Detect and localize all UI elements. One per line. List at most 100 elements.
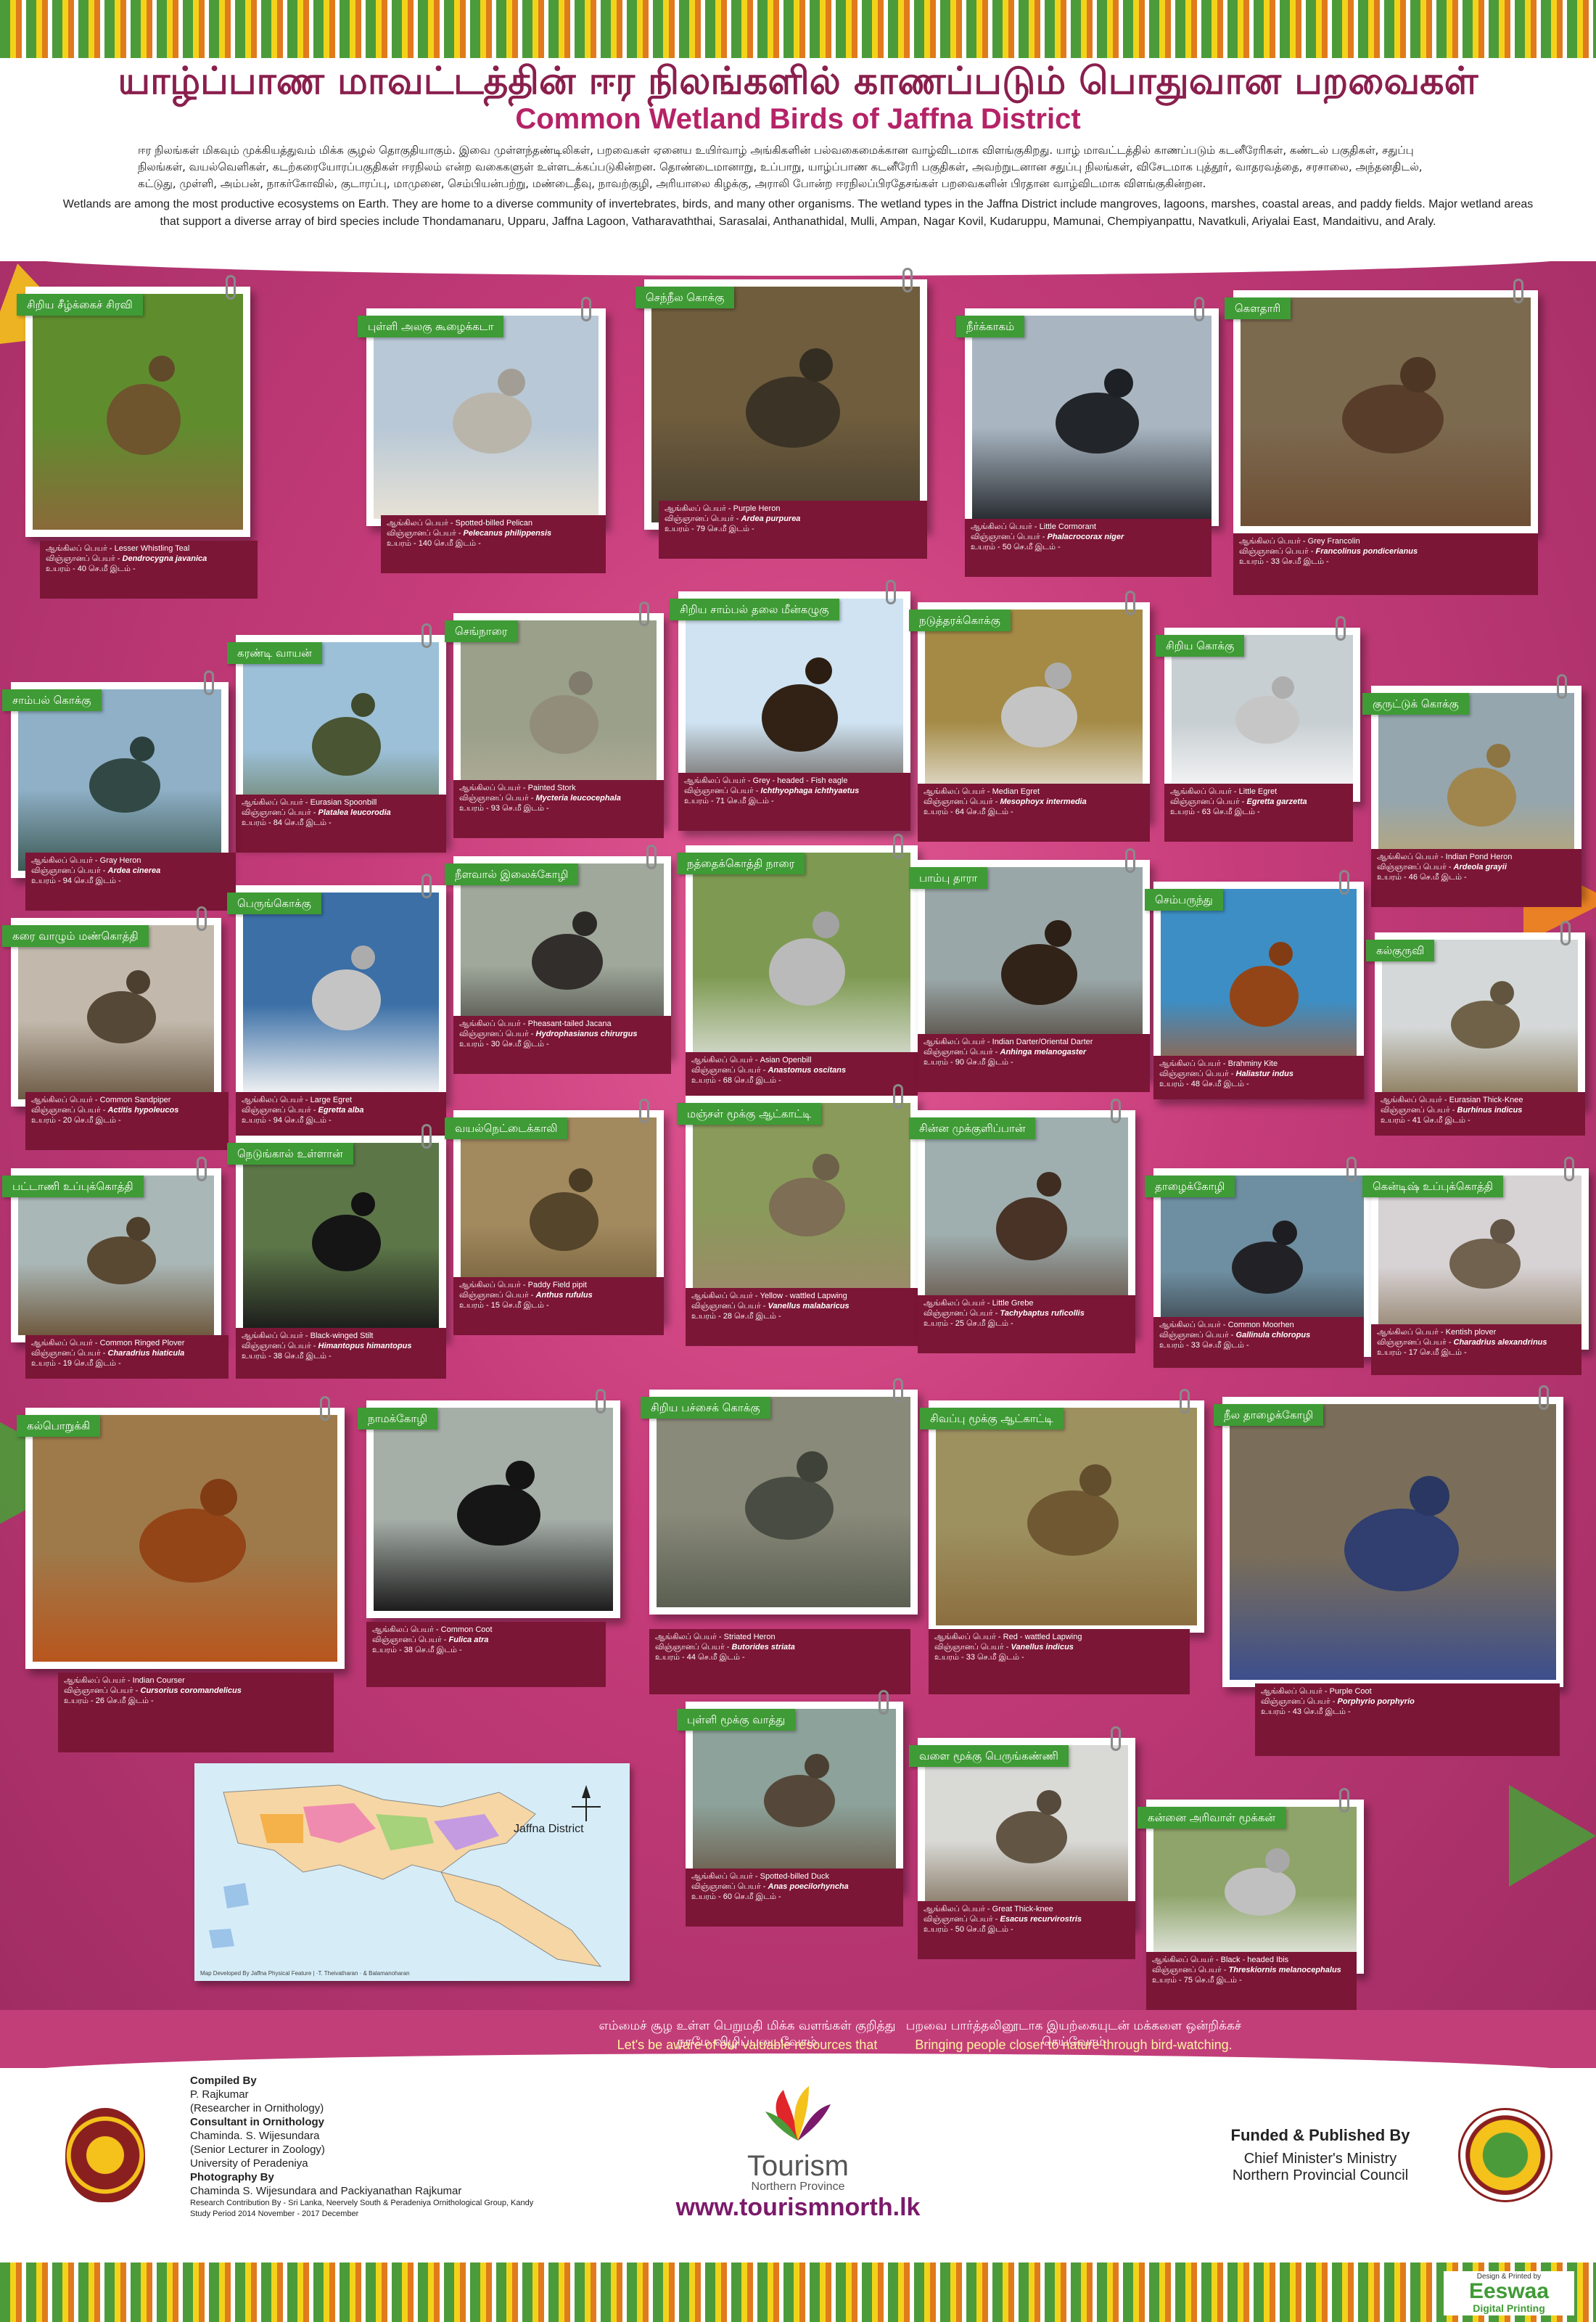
bird-size: உயரம் - 25 செ.மீ இடம் - xyxy=(924,1319,1013,1328)
bird-figure xyxy=(312,717,381,776)
bird-head xyxy=(572,911,597,936)
bird-name-scientific: விஞ்ஞானப் பெயர் - Dendrocygna javanica xyxy=(46,554,207,563)
bird-name-english: ஆங்கிலப் பெயர் - Little Cormorant xyxy=(971,522,1096,531)
bird-size: உயரம் - 93 செ.மீ இடம் - xyxy=(459,804,549,813)
bird-info: ஆங்கிலப் பெயர் - Spotted-billed Duck விஞ்… xyxy=(686,1868,903,1927)
study-period: Study Period 2014 November - 2017 Decemb… xyxy=(190,2210,359,2218)
bird-name-tamil: சிறிய பச்சைக் கொக்கு xyxy=(641,1397,770,1419)
paper-clip-icon xyxy=(226,275,236,300)
bird-head xyxy=(351,945,375,969)
bird-name-english: ஆங்கிலப் பெயர் - Red - wattled Lapwing xyxy=(934,1633,1082,1641)
bird-photo xyxy=(33,1415,337,1662)
bird-name-scientific: விஞ்ஞானப் பெயர் - Actitis hypoleucos xyxy=(31,1106,179,1115)
bird-photo xyxy=(1241,298,1531,526)
bird-info: ஆங்கிலப் பெயர் - Indian Darter/Oriental … xyxy=(918,1034,1150,1092)
bird-head xyxy=(149,356,175,382)
bird-size: உயரம் - 94 செ.மீ இடம் - xyxy=(242,1116,332,1125)
paper-clip-icon xyxy=(1539,1385,1549,1410)
bird-photo xyxy=(657,1397,910,1607)
bird-name-scientific: விஞ்ஞானப் பெயர் - Ardeola grayii xyxy=(1377,863,1507,871)
bird-info: ஆங்கிலப் பெயர் - Eurasian Spoonbill விஞ்ஞ… xyxy=(236,795,446,853)
bird-info: ஆங்கிலப் பெயர் - Indian Courser விஞ்ஞானப்… xyxy=(58,1673,334,1752)
bird-name-tamil: கன்னை அரிவாள் மூக்கன் xyxy=(1138,1807,1286,1829)
consultant-role: (Senior Lecturer in Zoology) xyxy=(190,2143,325,2156)
bird-figure xyxy=(1225,1868,1296,1916)
paper-clip-icon xyxy=(1557,674,1567,699)
bird-size: உயரம் - 15 செ.மீ இடம் - xyxy=(459,1301,549,1310)
bird-card: மஞ்சள் மூக்கு ஆட்காட்டி xyxy=(677,1084,918,1306)
district-map: Jaffna District Map Developed By Jaffna … xyxy=(194,1763,630,1981)
bird-name-english: ஆங்கிலப் பெயர் - Lesser Whistling Teal xyxy=(46,544,190,553)
bird-head xyxy=(506,1461,535,1490)
paper-clip-icon xyxy=(596,1389,606,1414)
bird-size: உயரம் - 60 செ.மீ இடம் - xyxy=(691,1892,781,1901)
paper-clip-icon xyxy=(1346,1157,1357,1181)
bird-name-tamil: செந்நீல கொக்கு xyxy=(635,287,735,308)
north-arrow-icon xyxy=(572,1785,601,1821)
bird-size: உயரம் - 94 செ.மீ இடம் - xyxy=(31,877,121,885)
bird-name-tamil: நீல தாழைக்கோழி xyxy=(1214,1404,1324,1426)
bird-head xyxy=(569,1168,593,1192)
bird-name-tamil: குருட்டுக் கொக்கு xyxy=(1362,693,1469,715)
paper-clip-icon xyxy=(1125,591,1135,615)
paper-clip-icon xyxy=(1194,297,1204,321)
bird-name-tamil: சிறிய சீழ்க்கைச் சிரவி xyxy=(17,294,143,316)
bird-figure xyxy=(530,695,598,754)
bird-name-scientific: விஞ்ஞானப் பெயர் - Platalea leucorodia xyxy=(242,808,391,817)
bird-photo xyxy=(33,294,243,530)
bird-name-tamil: கரை வாழும் மண்கொத்தி xyxy=(2,925,149,947)
bird-name-tamil: செங்நாரை xyxy=(445,620,518,642)
compiled-role: (Researcher in Ornithology) xyxy=(190,2102,324,2114)
bird-name-english: ஆங்கிலப் பெயர் - Asian Openbill xyxy=(691,1056,812,1064)
bird-name-tamil: சிவப்பு மூக்கு ஆட்காட்டி xyxy=(920,1408,1064,1429)
printer-block: Design & Printed by Eeswaa Digital Print… xyxy=(1444,2271,1574,2315)
bird-card: நத்தைக்கொத்தி நாரை xyxy=(677,834,918,1085)
intro-tamil: ஈர நிலங்கள் மிகவும் முக்கியத்துவம் மிக்க… xyxy=(138,144,1423,190)
bird-figure xyxy=(107,384,181,455)
paper-clip-icon xyxy=(1111,1726,1121,1751)
printer-sub: Digital Printing xyxy=(1473,2302,1545,2314)
bird-name-english: ஆங்கிலப் பெயர் - Gray Heron xyxy=(31,856,141,865)
bird-info: ஆங்கிலப் பெயர் - Median Egret விஞ்ஞானப் ப… xyxy=(918,784,1150,842)
photography-names: Chaminda S. Wijesundara and Packiyanatha… xyxy=(190,2185,462,2197)
bird-size: உயரம் - 50 செ.மீ இடம் - xyxy=(924,1925,1013,1934)
bird-figure xyxy=(1001,944,1077,1005)
bird-info: ஆங்கிலப் பெயர் - Grey - headed - Fish ea… xyxy=(678,773,910,831)
bird-card: கௌதாரி xyxy=(1225,279,1538,533)
bird-head xyxy=(1037,1172,1061,1197)
bird-figure xyxy=(1451,1001,1520,1049)
bird-photo xyxy=(243,893,439,1096)
top-decorative-stripes xyxy=(0,0,1596,58)
paper-clip-icon xyxy=(1336,616,1346,641)
bird-name-tamil: நீர்க்காகம் xyxy=(956,316,1025,337)
bird-size: உயரம் - 84 செ.மீ இடம் - xyxy=(242,819,332,827)
bird-card: செந்நீல கொக்கு xyxy=(635,268,927,530)
bird-info: ஆங்கிலப் பெயர் - Great Thick-knee விஞ்ஞான… xyxy=(918,1901,1135,1959)
bird-size: உயரம் - 33 செ.மீ இடம் - xyxy=(1239,557,1329,566)
bird-name-tamil: மஞ்சள் மூக்கு ஆட்காட்டி xyxy=(677,1103,822,1125)
bird-info: ஆங்கிலப் பெயர் - Black-winged Stilt விஞ்ஞ… xyxy=(236,1328,446,1379)
bird-figure xyxy=(312,1215,381,1271)
paper-clip-icon xyxy=(581,297,591,321)
bird-info: ஆங்கிலப் பெயர் - Little Grebe விஞ்ஞானப் ப… xyxy=(918,1295,1135,1353)
bird-name-english: ஆங்கிலப் பெயர் - Little Egret xyxy=(1170,787,1278,796)
bird-name-scientific: விஞ்ஞானப் பெயர் - Ichthyophaga ichthyaet… xyxy=(684,787,860,795)
bird-figure xyxy=(746,377,840,448)
bird-card: சிவப்பு மூக்கு ஆட்காட்டி xyxy=(920,1389,1204,1633)
paper-clip-icon xyxy=(902,268,913,292)
bird-info: ஆங்கிலப் பெயர் - Painted Stork விஞ்ஞானப் … xyxy=(453,780,664,838)
bird-size: உயரம் - 75 செ.மீ இடம் - xyxy=(1152,1976,1242,1985)
bird-card: புள்ளி மூக்கு வாத்து xyxy=(677,1690,903,1890)
bird-head xyxy=(1410,1476,1449,1516)
bird-card: கரை வாழும் மண்கொத்தி xyxy=(2,906,221,1107)
bird-head xyxy=(1272,1221,1297,1245)
tourism-website-link[interactable]: www.tourismnorth.lk xyxy=(675,2194,921,2221)
slogan-left-tamil: எம்மைச் சூழ உள்ள பெறுமதி மிக்க வளங்கள் க… xyxy=(598,2019,896,2049)
bird-name-scientific: விஞ்ஞானப் பெயர் - Threskiornis melanocep… xyxy=(1152,1966,1341,1974)
bird-head xyxy=(805,1754,829,1779)
paper-clip-icon xyxy=(421,874,432,898)
bird-name-english: ஆங்கிலப் பெயர் - Little Grebe xyxy=(924,1299,1034,1308)
funded-line2: Northern Provincial Council xyxy=(1232,2167,1409,2183)
bird-name-english: ஆங்கிலப் பெயர் - Painted Stork xyxy=(459,784,576,792)
bird-name-tamil: செம்பருந்து xyxy=(1145,889,1223,911)
